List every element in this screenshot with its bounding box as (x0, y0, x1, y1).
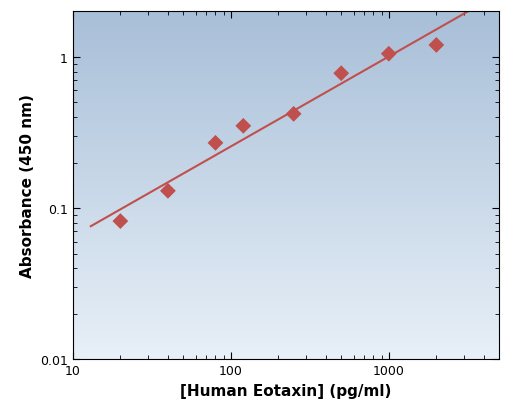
Point (337, 71, 345, 77)
Point (239, 123, 248, 130)
Point (385, 51, 393, 58)
X-axis label: [Human Eotaxin] (pg/ml): [Human Eotaxin] (pg/ml) (180, 383, 392, 398)
Point (116, 218, 124, 225)
Point (432, 43, 440, 49)
Point (290, 111, 298, 118)
Point (211, 140, 219, 147)
Point (164, 188, 172, 195)
Y-axis label: Absorbance (450 nm): Absorbance (450 nm) (20, 94, 34, 278)
